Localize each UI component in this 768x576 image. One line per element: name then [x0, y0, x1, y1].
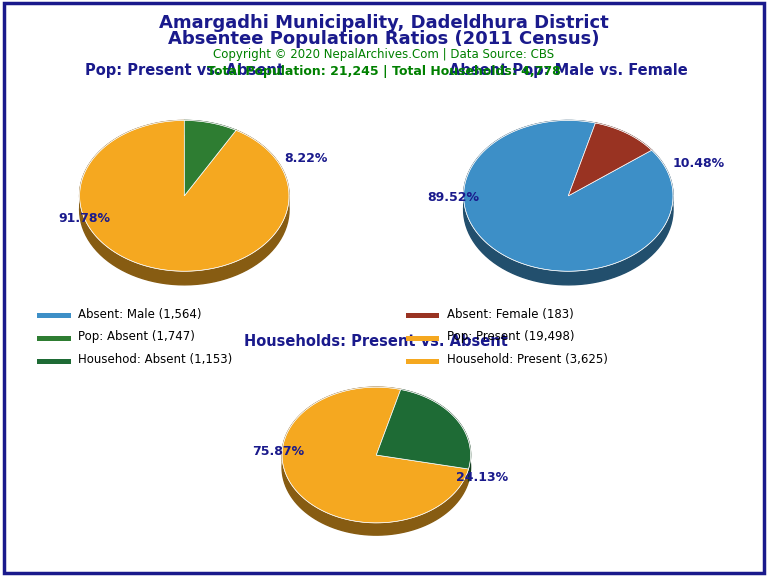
- Polygon shape: [568, 123, 652, 196]
- Bar: [38, 313, 71, 319]
- Text: Absent: Male (1,564): Absent: Male (1,564): [78, 308, 201, 321]
- Bar: [38, 359, 71, 364]
- Polygon shape: [282, 387, 468, 535]
- Bar: [406, 336, 439, 341]
- Text: Household: Present (3,625): Household: Present (3,625): [447, 353, 607, 366]
- Text: 75.87%: 75.87%: [252, 445, 304, 458]
- Text: Amargadhi Municipality, Dadeldhura District: Amargadhi Municipality, Dadeldhura Distr…: [159, 14, 609, 32]
- Text: Pop: Present (19,498): Pop: Present (19,498): [447, 331, 574, 343]
- Bar: [38, 336, 71, 341]
- Text: 89.52%: 89.52%: [427, 191, 479, 204]
- Text: Househod: Absent (1,153): Househod: Absent (1,153): [78, 353, 232, 366]
- Title: Households: Present vs. Absent: Households: Present vs. Absent: [244, 334, 508, 349]
- Text: Absentee Population Ratios (2011 Census): Absentee Population Ratios (2011 Census): [168, 30, 600, 48]
- Text: Total Population: 21,245 | Total Households: 4,778: Total Population: 21,245 | Total Househo…: [207, 65, 561, 78]
- Title: Pop: Present vs. Absent: Pop: Present vs. Absent: [84, 63, 284, 78]
- Text: Copyright © 2020 NepalArchives.Com | Data Source: CBS: Copyright © 2020 NepalArchives.Com | Dat…: [214, 48, 554, 62]
- Polygon shape: [595, 123, 652, 164]
- Polygon shape: [80, 120, 289, 285]
- Text: Absent: Female (183): Absent: Female (183): [447, 308, 574, 321]
- Bar: [406, 359, 439, 364]
- Polygon shape: [464, 120, 673, 285]
- Text: 10.48%: 10.48%: [673, 157, 725, 169]
- Polygon shape: [282, 387, 468, 523]
- Title: Absent Pop: Male vs. Female: Absent Pop: Male vs. Female: [449, 63, 687, 78]
- Text: 8.22%: 8.22%: [284, 152, 327, 165]
- Polygon shape: [464, 120, 673, 271]
- Text: 91.78%: 91.78%: [58, 212, 111, 225]
- Text: 24.13%: 24.13%: [456, 471, 508, 484]
- Text: Pop: Absent (1,747): Pop: Absent (1,747): [78, 331, 195, 343]
- Polygon shape: [184, 120, 236, 196]
- Polygon shape: [401, 389, 471, 482]
- Polygon shape: [80, 120, 289, 271]
- Polygon shape: [184, 120, 236, 144]
- Polygon shape: [376, 389, 471, 469]
- Bar: [406, 313, 439, 319]
